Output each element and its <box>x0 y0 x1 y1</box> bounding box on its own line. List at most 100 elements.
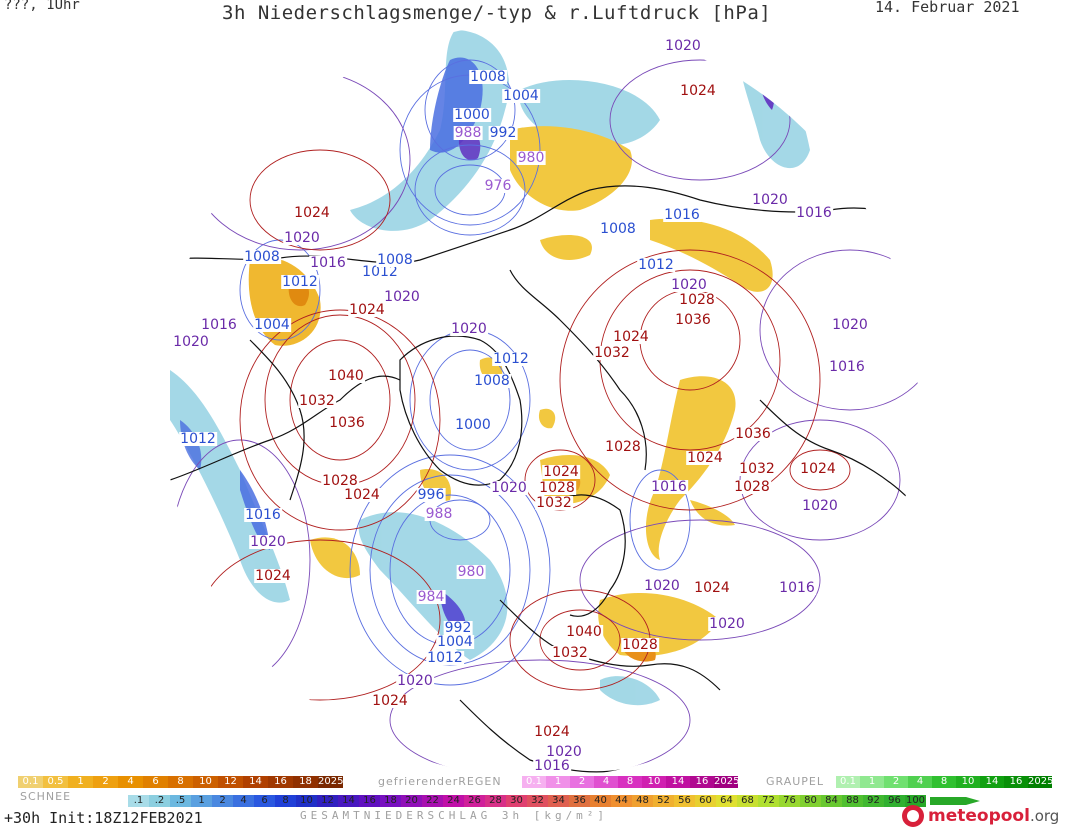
isobar-label: 1020 <box>831 317 869 333</box>
logo-tld: .org <box>1029 807 1060 825</box>
isobars-mid <box>169 59 918 778</box>
isobar-label: 1024 <box>371 693 409 709</box>
total-legend-swatch: 4 <box>233 795 254 807</box>
isobar-label: 1032 <box>738 461 776 477</box>
isobar-label: 1004 <box>436 634 474 650</box>
isobar-label: 1024 <box>343 487 381 503</box>
isobar-label: 1032 <box>298 393 336 409</box>
graupel-legend-swatch: 16 <box>1004 776 1028 788</box>
isobar-label: 1028 <box>733 479 771 495</box>
isobar-label: 1012 <box>492 351 530 367</box>
isobar-label: 1004 <box>502 88 540 104</box>
isobar-label: 1012 <box>179 431 217 447</box>
total-legend-swatch: 16 <box>359 795 380 807</box>
freezing-rain-legend-swatch: 1 <box>546 776 570 788</box>
isobar-label: 1020 <box>396 673 434 689</box>
total-legend-swatch: 92 <box>863 795 884 807</box>
logo-mark-icon <box>902 805 924 827</box>
isobar-label: 1032 <box>551 645 589 661</box>
isobar-label: 1020 <box>664 38 702 54</box>
isobar-label: 1008 <box>599 221 637 237</box>
snow-legend-swatch: 14 <box>243 776 268 788</box>
isobar-label: 1012 <box>637 257 675 273</box>
snow-legend-bar: 0.1 0.5 1 2 4 6 8 10 12 14 16 18 2025+ <box>18 776 352 788</box>
graupel-legend-swatch: 0.1 <box>836 776 860 788</box>
isobar-label: 1024 <box>533 724 571 740</box>
total-legend-swatch: 88 <box>842 795 863 807</box>
isobar-label: 976 <box>483 178 513 194</box>
polar-precip-map <box>169 30 918 778</box>
isobar-label: 1020 <box>383 289 421 305</box>
total-legend-swatch: 30 <box>506 795 527 807</box>
total-legend-swatch: 12 <box>317 795 338 807</box>
total-legend-swatch: 22 <box>422 795 443 807</box>
isobar-label: 1016 <box>778 580 816 596</box>
isobar-label: 1004 <box>253 317 291 333</box>
isobar-label: 1020 <box>545 744 583 760</box>
isobar-label: 1036 <box>328 415 366 431</box>
snow-legend-swatch: 10 <box>193 776 218 788</box>
total-legend-swatch: 80 <box>800 795 821 807</box>
forecast-run-info: +30h Init:18Z12FEB2021 <box>4 809 203 827</box>
total-legend-swatch: 48 <box>632 795 653 807</box>
total-legend-swatch: 64 <box>716 795 737 807</box>
isobar-label: 1040 <box>565 624 603 640</box>
isobar-label: 1016 <box>244 507 282 523</box>
snow-legend-swatch: 2 <box>93 776 118 788</box>
isobar-label: 1016 <box>663 207 701 223</box>
graupel-legend-swatch: 14 <box>980 776 1004 788</box>
isobar-label: 1024 <box>293 205 331 221</box>
isobar-label: 1024 <box>254 568 292 584</box>
graupel-legend-swatch: 10 <box>956 776 980 788</box>
freezing-rain-legend-swatch: 8 <box>618 776 642 788</box>
snow-legend-swatch: 8 <box>168 776 193 788</box>
isobar-label: 1008 <box>469 69 507 85</box>
isobar-label: 1008 <box>473 373 511 389</box>
isobar-label: 1016 <box>533 758 571 774</box>
isobar-label: 1024 <box>542 464 580 480</box>
isobar-label: 1020 <box>708 616 746 632</box>
isobar-label: 1024 <box>612 329 650 345</box>
isobar-label: 1028 <box>321 473 359 489</box>
freezing-rain-legend-swatch: 16 <box>690 776 714 788</box>
isobar-label: 1020 <box>751 192 789 208</box>
total-legend-swatch: 8 <box>275 795 296 807</box>
graupel-legend-bar: 0.1 1 2 4 8 10 14 16 2025+ <box>836 776 1062 788</box>
freezing-rain-legend-swatch: 14 <box>666 776 690 788</box>
snow-legend-swatch: 12 <box>218 776 243 788</box>
isobar-label: 1012 <box>361 264 399 280</box>
meteopool-logo: meteopool .org <box>902 802 1078 830</box>
total-legend-swatch: 40 <box>590 795 611 807</box>
freezing-rain-legend-bar: 0.1 1 2 4 8 10 14 16 2025+ <box>522 776 748 788</box>
isobar-label: 1020 <box>643 578 681 594</box>
total-legend-swatch: 96 <box>884 795 905 807</box>
isobar-label: 1032 <box>535 495 573 511</box>
isobar-label: 1020 <box>172 334 210 350</box>
isobar-label: 980 <box>516 150 546 166</box>
isobar-label: 1028 <box>678 292 716 308</box>
freezing-rain-legend-swatch: 2025+ <box>714 776 748 788</box>
freezing-rain-legend-swatch: 2 <box>570 776 594 788</box>
isobar-label: 988 <box>453 125 483 141</box>
legend-arrow-icon <box>930 797 980 805</box>
isobar-label: 1020 <box>283 230 321 246</box>
isobar-label: 984 <box>416 589 446 605</box>
snow-legend-title: SCHNEE <box>20 790 72 803</box>
total-legend-swatch: 76 <box>779 795 800 807</box>
total-legend-swatch: 72 <box>758 795 779 807</box>
isobars-low <box>239 59 691 686</box>
isobar-label: 1020 <box>490 480 528 496</box>
graupel-legend-swatch: 4 <box>908 776 932 788</box>
total-legend-swatch: 68 <box>737 795 758 807</box>
graupel-legend-swatch: 1 <box>860 776 884 788</box>
snow-legend-swatch: 6 <box>143 776 168 788</box>
total-legend-swatch: .1 <box>128 795 149 807</box>
total-legend-swatch: 10 <box>296 795 317 807</box>
isobar-label: 1008 <box>376 252 414 268</box>
total-precip-legend-title: GESAMTNIEDERSCHLAG 3h [kg/m²] <box>300 809 609 822</box>
graupel-legend-swatch: 2025+ <box>1028 776 1062 788</box>
graupel-legend-swatch: 2 <box>884 776 908 788</box>
snow-legend-swatch: 0.5 <box>43 776 68 788</box>
total-legend-swatch: 84 <box>821 795 842 807</box>
valid-weekday-hour: ???, 1Uhr <box>4 0 80 13</box>
